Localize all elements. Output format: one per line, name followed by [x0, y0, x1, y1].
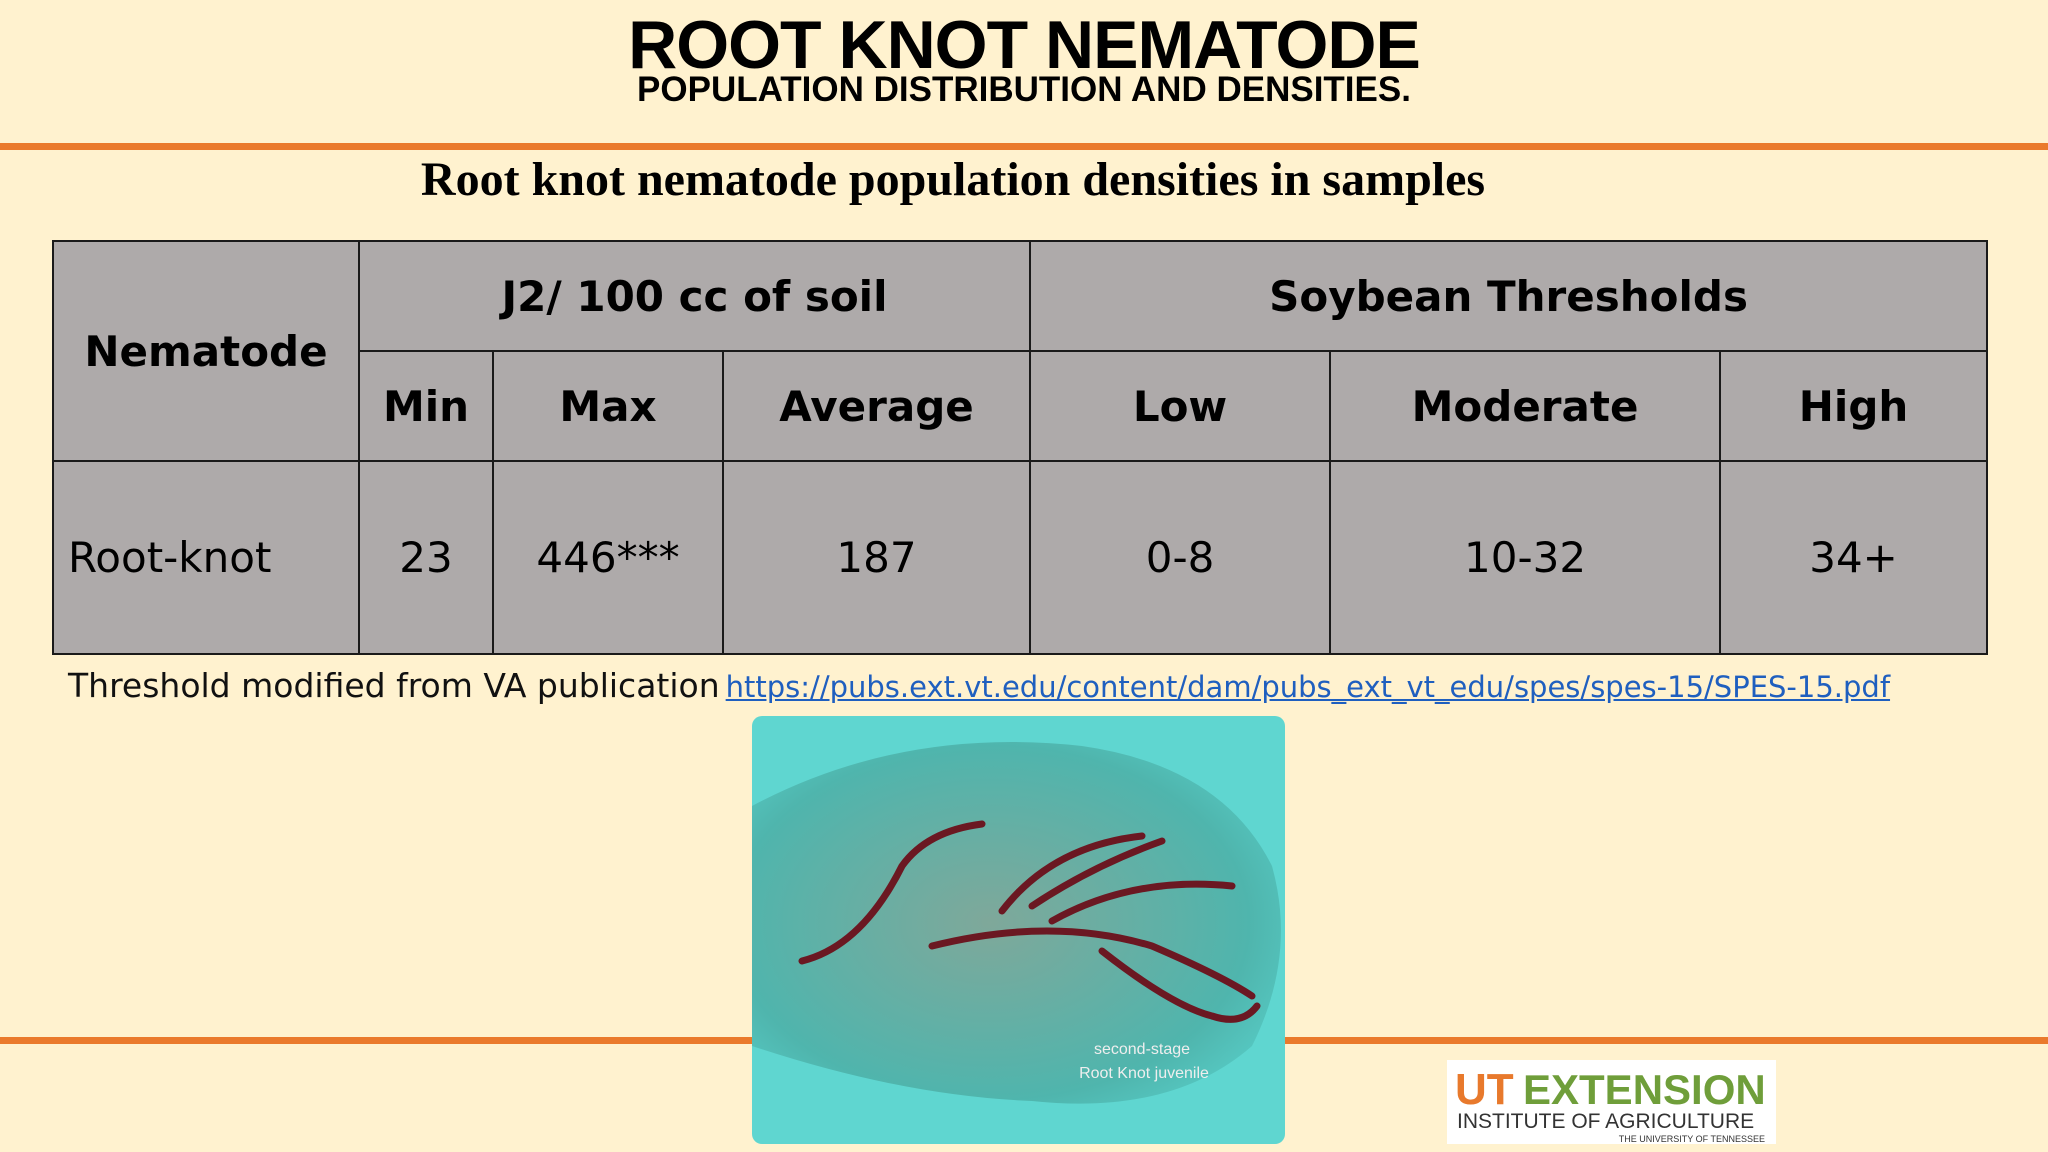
cell: 23	[358, 460, 494, 655]
column-header: High	[1719, 350, 1989, 462]
subtitle: POPULATION DISTRIBUTION AND DENSITIES.	[637, 70, 1411, 109]
cell: 34+	[1719, 460, 1989, 655]
row-header: Nematode	[52, 240, 360, 462]
data-table: Nematode J2/ 100 cc of soil Soybean Thre…	[52, 240, 1989, 655]
root	[752, 742, 1281, 1104]
cell: 0-8	[1029, 460, 1332, 655]
rule	[0, 143, 2048, 150]
group-header: J2/ 100 cc of soil	[357, 240, 1032, 352]
link[interactable]: https://pubs.ext.vt.edu/content/dam/pubs…	[725, 670, 1891, 704]
caption: second-stage	[1094, 1041, 1190, 1058]
cell: 10-32	[1329, 460, 1722, 655]
group-header: Soybean Thresholds	[1029, 240, 1989, 352]
footnote: Threshold modified from VA publication ht…	[68, 666, 1890, 705]
logo-mark: UT	[1455, 1065, 1514, 1114]
header-row: Nematode J2/ 100 cc of soil Soybean Thre…	[52, 240, 1989, 462]
data-row: Root-knot 23 446*** 187 0-8 10-32 34+	[52, 460, 1989, 655]
logo-brand: EXTENSION	[1523, 1066, 1766, 1113]
header-row: Min Max Average Low Moderate High	[53, 350, 1989, 462]
logo-line: INSTITUTE OF AGRICULTURE	[1457, 1110, 1754, 1133]
cell: Root-knot	[52, 460, 360, 655]
worms	[798, 820, 1261, 1023]
column-header: Average	[721, 350, 1032, 462]
caption: Root Knot juvenile	[1079, 1065, 1209, 1082]
logo: UT EXTENSION INSTITUTE OF AGRICULTURE TH…	[1447, 1060, 1776, 1144]
column-header: Moderate	[1329, 350, 1722, 462]
logo-line: THE UNIVERSITY OF TENNESSEE	[1619, 1134, 1765, 1144]
nematode-photo: second-stage Root Knot juvenile	[752, 716, 1285, 1144]
cell: 187	[721, 460, 1032, 655]
footnote-text: Threshold modified from VA publication	[68, 666, 720, 705]
column-header: Min	[358, 350, 494, 462]
title: ROOT KNOT NEMATODE	[628, 7, 1421, 83]
cell: 446***	[492, 460, 724, 655]
column-header: Max	[492, 350, 724, 462]
column-header: Low	[1029, 350, 1332, 462]
table-title: Root knot nematode population densities …	[420, 153, 1486, 206]
